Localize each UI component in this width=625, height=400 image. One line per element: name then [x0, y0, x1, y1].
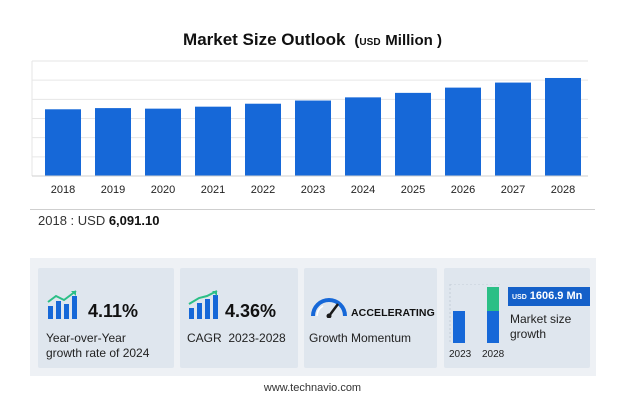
- bar-2019: [95, 108, 131, 176]
- title-paren-open: (: [350, 32, 360, 49]
- title-paren-close: ): [432, 32, 442, 49]
- title-unit-prefix: USD: [359, 37, 381, 48]
- yoy-label-line1: Year-over-Year: [46, 331, 126, 345]
- x-tick-label: 2028: [551, 184, 575, 196]
- x-tick-label: 2026: [451, 184, 475, 196]
- momentum-value: ACCELERATING: [351, 307, 435, 319]
- bar-2021: [195, 106, 231, 176]
- mini-year-start: 2023: [449, 349, 472, 360]
- bar-chart-growth-icon: [47, 290, 77, 319]
- growth-badge: USD 1606.9 Mn: [508, 287, 590, 306]
- base-year-amount: 6,091.10: [108, 213, 160, 228]
- growth-badge-prefix: USD: [512, 294, 527, 301]
- base-year-value: 2018 : USD 6,091.10: [38, 213, 159, 228]
- bar-2024: [345, 97, 381, 176]
- title-unit-label: Million: [385, 32, 433, 49]
- cagr-label: CAGR 2023-2028: [187, 331, 286, 345]
- chart-title-text: Market Size Outlook: [183, 30, 346, 49]
- x-tick-label: 2025: [401, 184, 425, 196]
- yoy-value: 4.11%: [88, 301, 139, 321]
- growth-badge-value: 1606.9 Mn: [529, 290, 583, 302]
- speedometer-icon: [311, 298, 347, 318]
- mini-bar-2023: [453, 311, 465, 343]
- base-year-label: 2018 : USD: [38, 213, 106, 228]
- bar-2028: [545, 77, 581, 176]
- x-tick-label: 2019: [101, 184, 125, 196]
- x-tick-label: 2024: [351, 184, 375, 196]
- bar-2025: [395, 92, 431, 176]
- bar-2026: [445, 87, 481, 176]
- mini-bar-2028-increase: [487, 287, 499, 311]
- bar-2027: [495, 82, 531, 176]
- growth-label-line2: growth: [510, 327, 547, 341]
- footer-source: www.technavio.com: [263, 382, 362, 394]
- bar-chart-growth-icon: [188, 290, 218, 319]
- bar-2023: [295, 100, 331, 176]
- market-growth-card: [444, 268, 590, 368]
- bar-2020: [145, 108, 181, 176]
- mini-year-end: 2028: [482, 349, 505, 360]
- market-growth-mini-chart: [449, 284, 502, 344]
- bar-2018: [45, 109, 81, 176]
- growth-label-line1: Market size: [510, 312, 572, 326]
- momentum-card: [304, 268, 437, 368]
- mini-bar-2028-base: [487, 311, 499, 343]
- momentum-label: Growth Momentum: [309, 331, 412, 345]
- x-tick-label: 2021: [201, 184, 225, 196]
- chart-title: Market Size Outlook (USD Million ): [0, 30, 625, 50]
- x-tick-label: 2022: [251, 184, 275, 196]
- bar-2022: [245, 103, 281, 176]
- x-tick-label: 2027: [501, 184, 525, 196]
- divider: [30, 209, 595, 210]
- yoy-label-line2: growth rate of 2024: [46, 346, 150, 360]
- bar-chart: 2018 2019 2020 2021 2022 2023 2024 2025 2026 2027…: [31, 60, 588, 196]
- x-tick-label: 2018: [51, 184, 75, 196]
- x-tick-label: 2023: [301, 184, 325, 196]
- cagr-value: 4.36%: [225, 301, 277, 321]
- x-tick-label: 2020: [151, 184, 175, 196]
